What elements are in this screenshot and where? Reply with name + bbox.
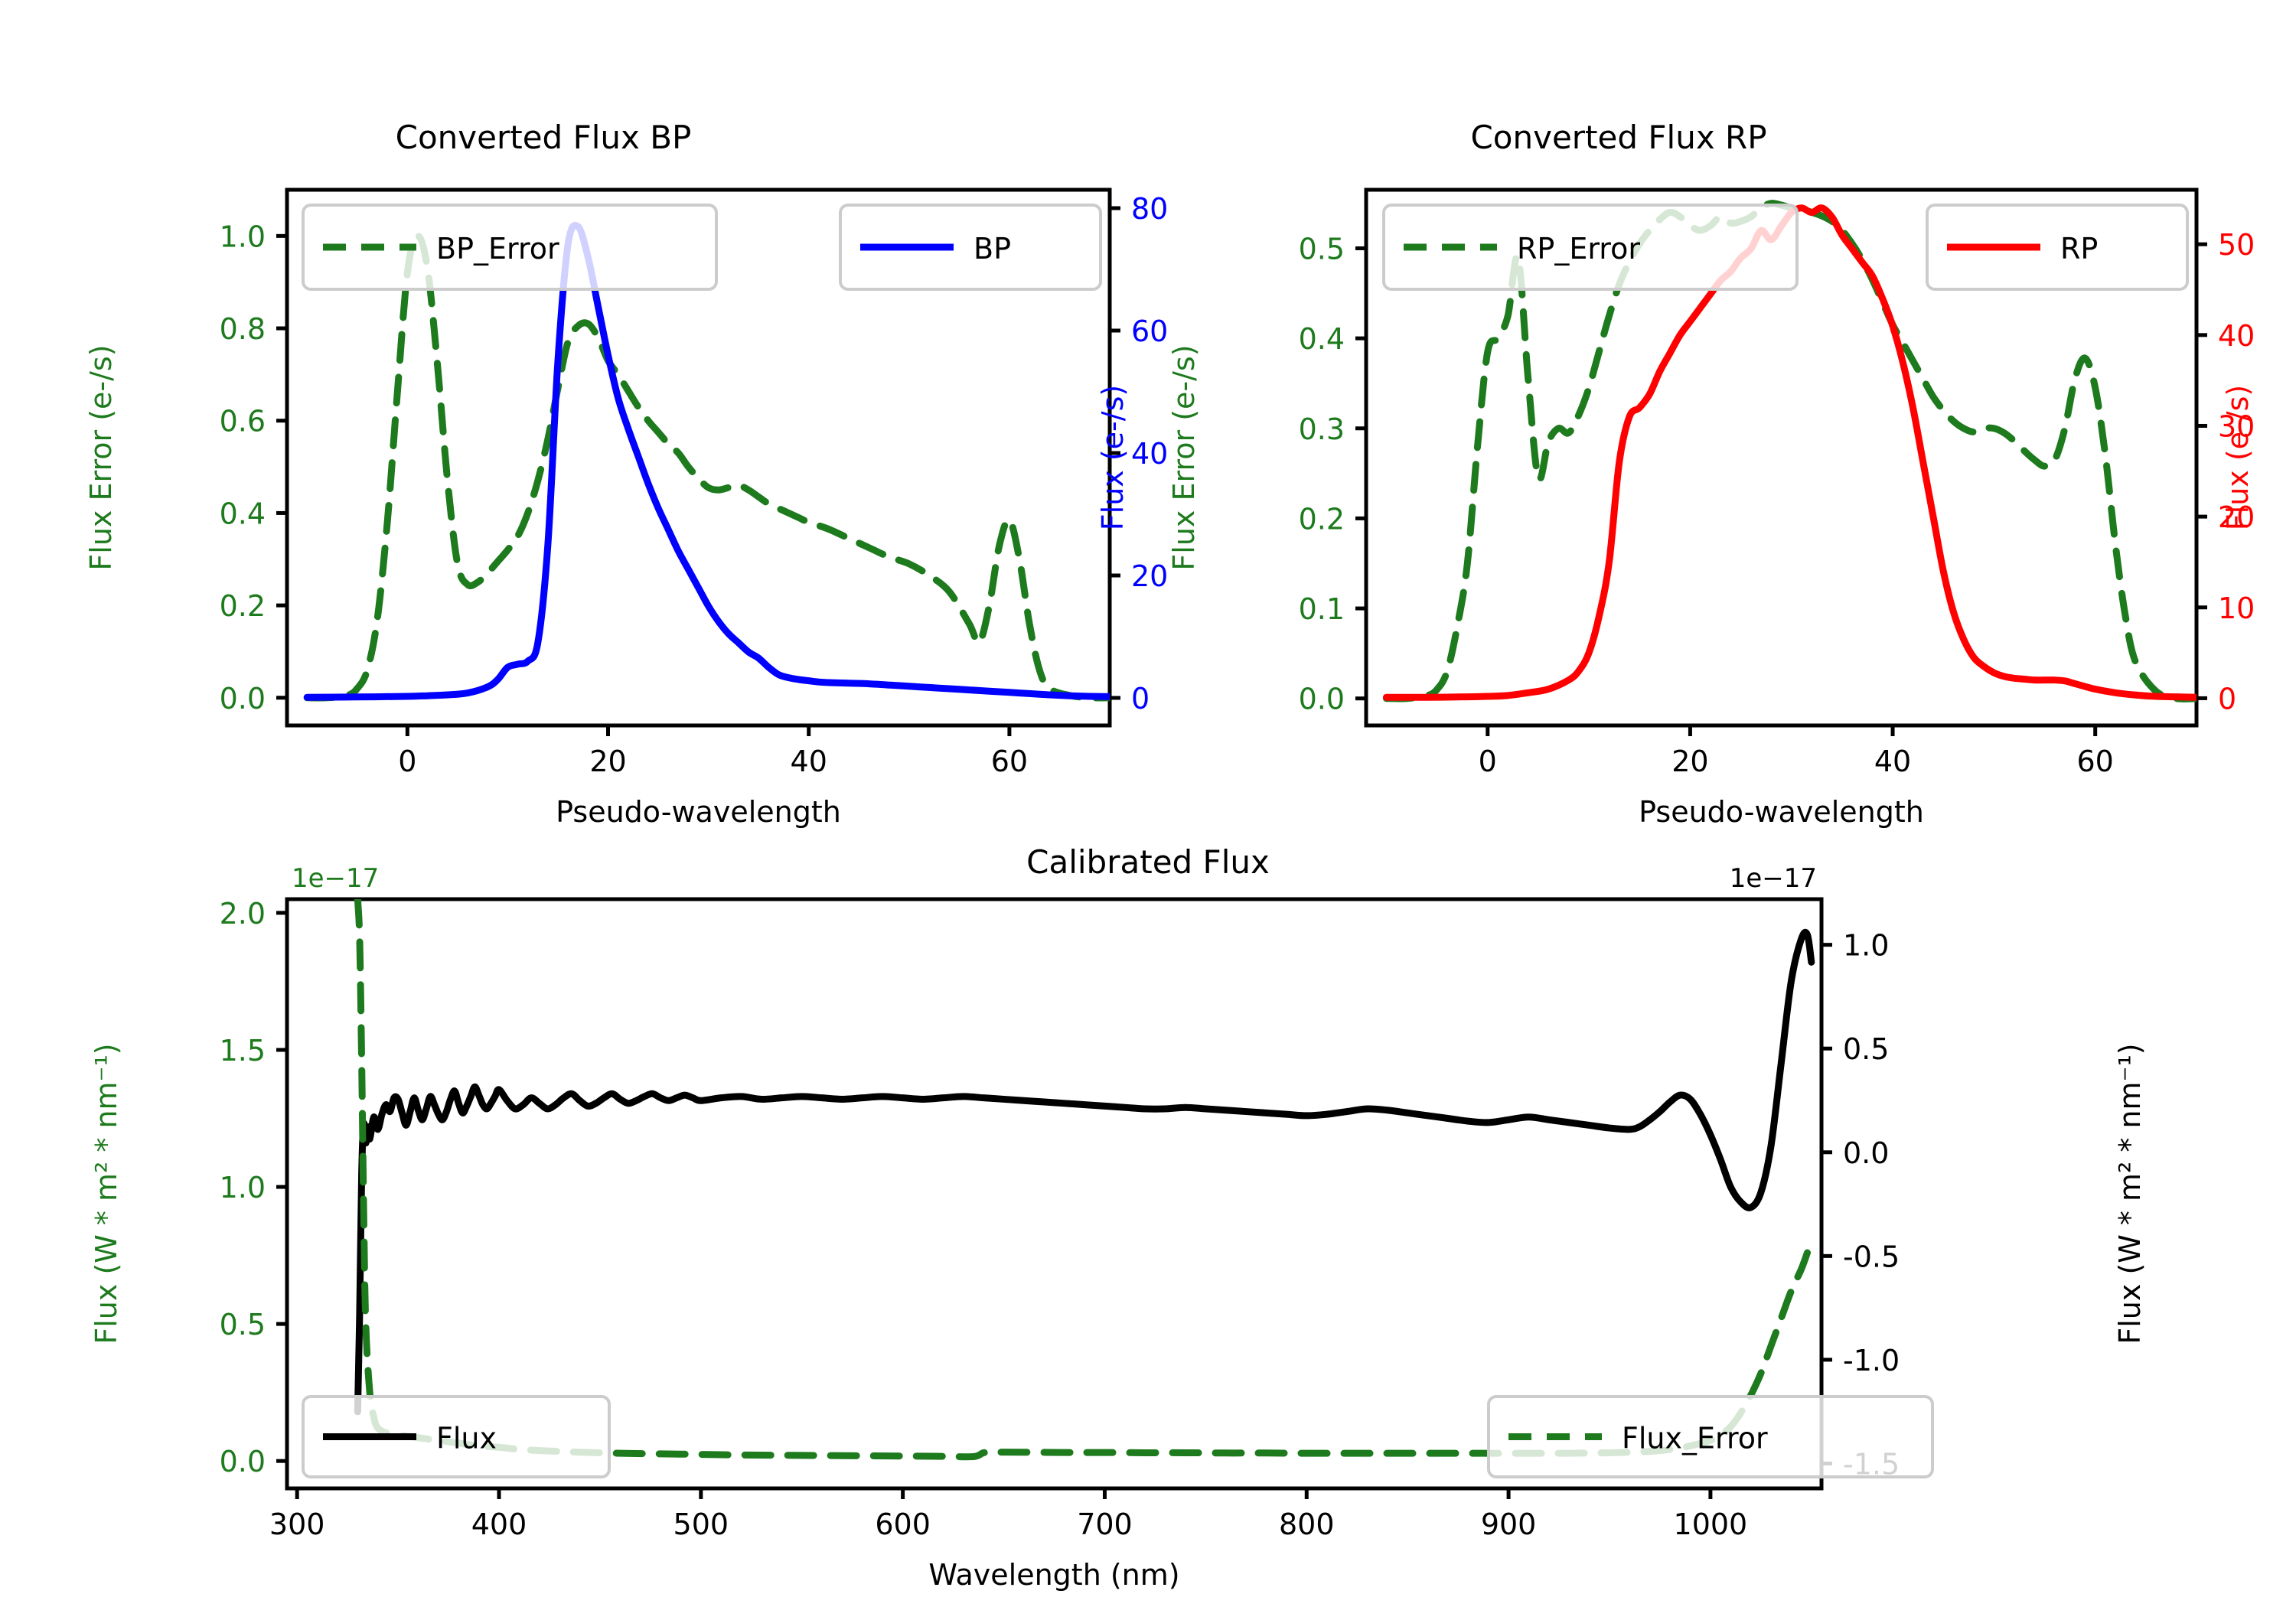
svg-text:400: 400	[471, 1508, 527, 1541]
svg-text:20: 20	[589, 745, 626, 778]
svg-text:0.0: 0.0	[1299, 683, 1345, 716]
svg-text:BP: BP	[974, 232, 1011, 266]
svg-text:-0.5: -0.5	[1843, 1240, 1900, 1273]
svg-text:80: 80	[1131, 192, 1168, 226]
svg-text:Pseudo-wavelength: Pseudo-wavelength	[1639, 795, 1924, 829]
svg-text:2.0: 2.0	[220, 897, 266, 931]
svg-text:800: 800	[1279, 1508, 1335, 1541]
svg-text:20: 20	[1131, 559, 1168, 593]
svg-text:0.8: 0.8	[220, 312, 266, 346]
panel-title-calibrated: Calibrated Flux	[1026, 843, 1270, 881]
svg-text:50: 50	[2218, 228, 2255, 262]
svg-text:60: 60	[1131, 315, 1168, 348]
svg-text:1e−17: 1e−17	[1730, 863, 1817, 894]
svg-text:0.0: 0.0	[220, 1445, 266, 1478]
svg-text:0.5: 0.5	[1299, 232, 1345, 266]
svg-text:30: 30	[2218, 409, 2255, 443]
chart-calibrated: 300 400 500 600 700 800 900 1000 Wavelength (nm)…	[90, 863, 2147, 1592]
svg-text:RP_Error: RP_Error	[1517, 232, 1640, 266]
svg-text:0.0: 0.0	[1843, 1136, 1889, 1170]
panel-converted-flux-bp: Converted Flux BP 0 20 40 60 Pseudo-waveleng…	[0, 0, 1168, 829]
panel-title-bp: Converted Flux BP	[395, 119, 692, 156]
svg-text:1.5: 1.5	[220, 1034, 266, 1068]
svg-text:0.4: 0.4	[220, 497, 266, 530]
svg-text:60: 60	[2077, 745, 2114, 778]
panel-converted-flux-rp: Converted Flux RP 0 20 40 60 Pseudo-waveleng…	[1148, 0, 2296, 829]
svg-text:20: 20	[2218, 500, 2255, 534]
svg-text:Flux (W * m² * nm⁻¹): Flux (W * m² * nm⁻¹)	[90, 1043, 123, 1344]
svg-text:-1.0: -1.0	[1843, 1344, 1900, 1377]
svg-text:60: 60	[991, 745, 1028, 778]
svg-text:40: 40	[791, 745, 827, 778]
svg-text:Flux (W * m² * nm⁻¹): Flux (W * m² * nm⁻¹)	[2113, 1043, 2147, 1344]
svg-text:BP_Error: BP_Error	[436, 232, 559, 266]
svg-text:1.0: 1.0	[220, 1171, 266, 1204]
svg-text:40: 40	[2218, 319, 2255, 353]
svg-text:0: 0	[2218, 682, 2236, 715]
svg-text:600: 600	[875, 1508, 931, 1541]
svg-text:40: 40	[1874, 745, 1911, 778]
svg-text:Flux (e-/s): Flux (e-/s)	[2221, 385, 2255, 530]
svg-text:Flux_Error: Flux_Error	[1622, 1422, 1768, 1455]
svg-text:0.6: 0.6	[220, 405, 266, 438]
svg-text:1.0: 1.0	[220, 220, 266, 253]
svg-text:1000: 1000	[1674, 1508, 1748, 1541]
svg-text:40: 40	[1131, 437, 1168, 471]
svg-text:0.5: 0.5	[220, 1308, 266, 1341]
svg-text:0.3: 0.3	[1299, 412, 1345, 446]
chart-bp: 0 20 40 60 Pseudo-wavelength 0.0 0.2 0.4 0.6 0.8 1…	[84, 187, 1168, 829]
svg-text:0.4: 0.4	[1299, 322, 1345, 356]
svg-text:Flux Error (e-/s): Flux Error (e-/s)	[84, 344, 118, 570]
svg-text:900: 900	[1481, 1508, 1537, 1541]
svg-text:10: 10	[2218, 592, 2255, 625]
svg-text:Flux: Flux	[436, 1422, 497, 1455]
svg-text:0.2: 0.2	[220, 589, 266, 623]
svg-text:0: 0	[1131, 682, 1150, 715]
panel-title-rp: Converted Flux RP	[1470, 119, 1767, 156]
svg-text:0.0: 0.0	[220, 682, 266, 715]
panel-calibrated-flux: Calibrated Flux 300 400 500 600 700 800 900 100…	[0, 826, 2296, 1607]
svg-text:Flux Error (e-/s): Flux Error (e-/s)	[1167, 344, 1201, 570]
svg-text:500: 500	[673, 1508, 729, 1541]
svg-text:300: 300	[269, 1508, 325, 1541]
chart-rp: 0 20 40 60 Pseudo-wavelength 0.0 0.1 0.2 0.3 0.4 0…	[1167, 187, 2255, 829]
svg-text:RP: RP	[2060, 232, 2098, 266]
svg-text:0.1: 0.1	[1299, 592, 1345, 626]
svg-text:700: 700	[1077, 1508, 1133, 1541]
svg-text:1.0: 1.0	[1843, 929, 1889, 963]
svg-text:0.2: 0.2	[1299, 502, 1345, 536]
svg-text:0: 0	[1479, 745, 1497, 778]
svg-text:0: 0	[398, 745, 416, 778]
svg-text:1e−17: 1e−17	[292, 863, 379, 894]
svg-text:0.5: 0.5	[1843, 1032, 1889, 1066]
svg-text:Pseudo-wavelength: Pseudo-wavelength	[556, 795, 841, 829]
svg-text:Wavelength (nm): Wavelength (nm)	[928, 1558, 1179, 1592]
svg-text:Flux (e-/s): Flux (e-/s)	[1096, 385, 1130, 530]
svg-text:20: 20	[1671, 745, 1708, 778]
